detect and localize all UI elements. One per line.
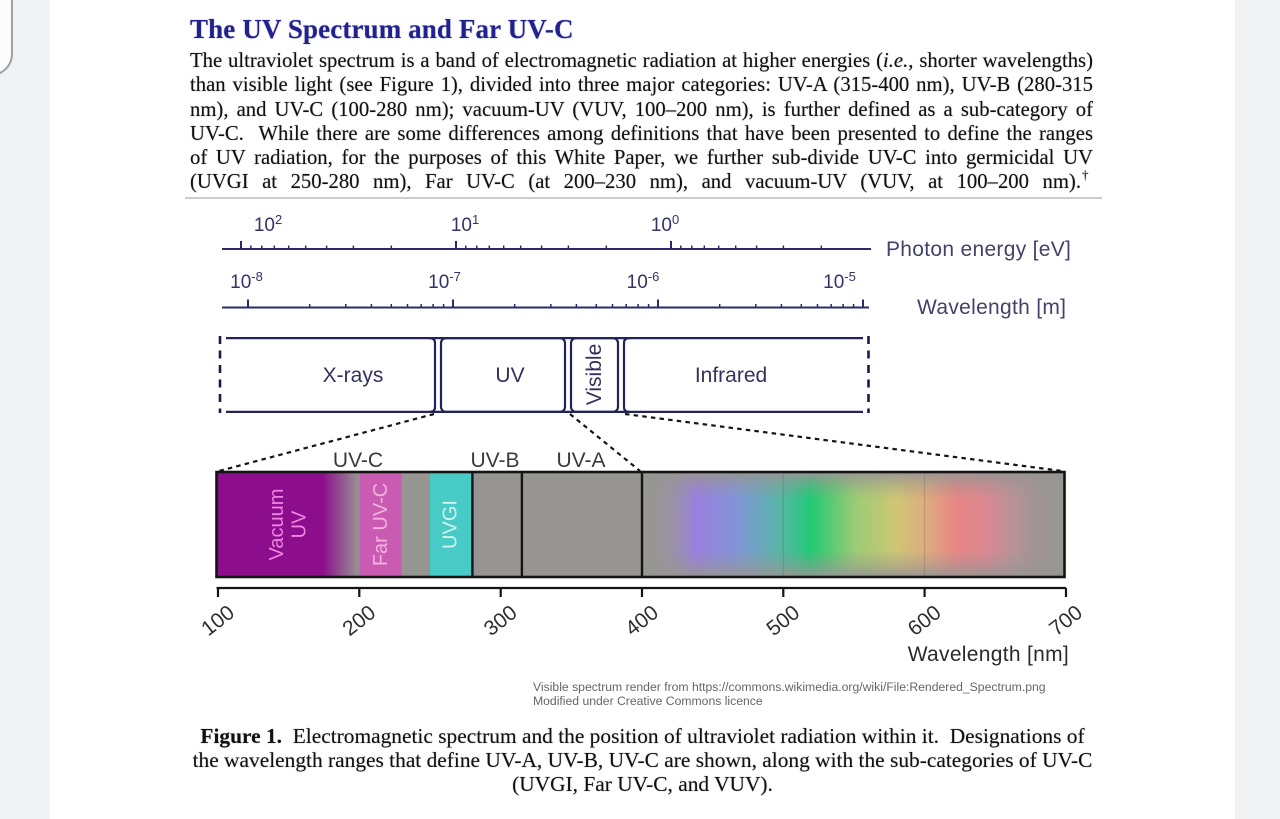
svg-text:500: 500 — [762, 601, 804, 641]
svg-text:10-5: 10-5 — [823, 269, 856, 293]
svg-text:Visible spectrum render from h: Visible spectrum render from https://com… — [533, 680, 1046, 694]
svg-text:200: 200 — [338, 601, 380, 641]
svg-text:Photon energy [eV]: Photon energy [eV] — [886, 238, 1071, 261]
svg-text:UVGI: UVGI — [440, 500, 462, 549]
svg-text:UV: UV — [495, 364, 524, 387]
svg-text:400: 400 — [621, 601, 663, 641]
svg-text:700: 700 — [1045, 601, 1087, 641]
svg-text:300: 300 — [480, 601, 522, 641]
svg-text:101: 101 — [451, 212, 479, 236]
svg-text:UV-A: UV-A — [556, 449, 605, 472]
svg-text:Infrared: Infrared — [695, 364, 767, 387]
svg-text:Wavelength [m]: Wavelength [m] — [917, 296, 1066, 319]
svg-text:10-6: 10-6 — [627, 269, 660, 293]
svg-text:10-7: 10-7 — [428, 269, 461, 293]
svg-text:X-rays: X-rays — [323, 364, 384, 387]
svg-text:UV-C: UV-C — [333, 449, 383, 472]
svg-text:Visible: Visible — [583, 344, 606, 405]
svg-text:102: 102 — [254, 212, 282, 236]
svg-text:UV: UV — [289, 510, 311, 538]
svg-text:100: 100 — [197, 601, 239, 641]
svg-text:Modified under Creative Common: Modified under Creative Commons licence — [533, 694, 763, 708]
svg-text:Vacuum: Vacuum — [266, 489, 288, 561]
svg-text:Wavelength [nm]: Wavelength [nm] — [908, 643, 1069, 666]
svg-text:600: 600 — [904, 601, 946, 641]
svg-text:10-8: 10-8 — [230, 269, 263, 293]
svg-text:100: 100 — [651, 212, 679, 236]
svg-text:Far UV-C: Far UV-C — [370, 483, 392, 566]
svg-text:UV-B: UV-B — [470, 449, 519, 472]
